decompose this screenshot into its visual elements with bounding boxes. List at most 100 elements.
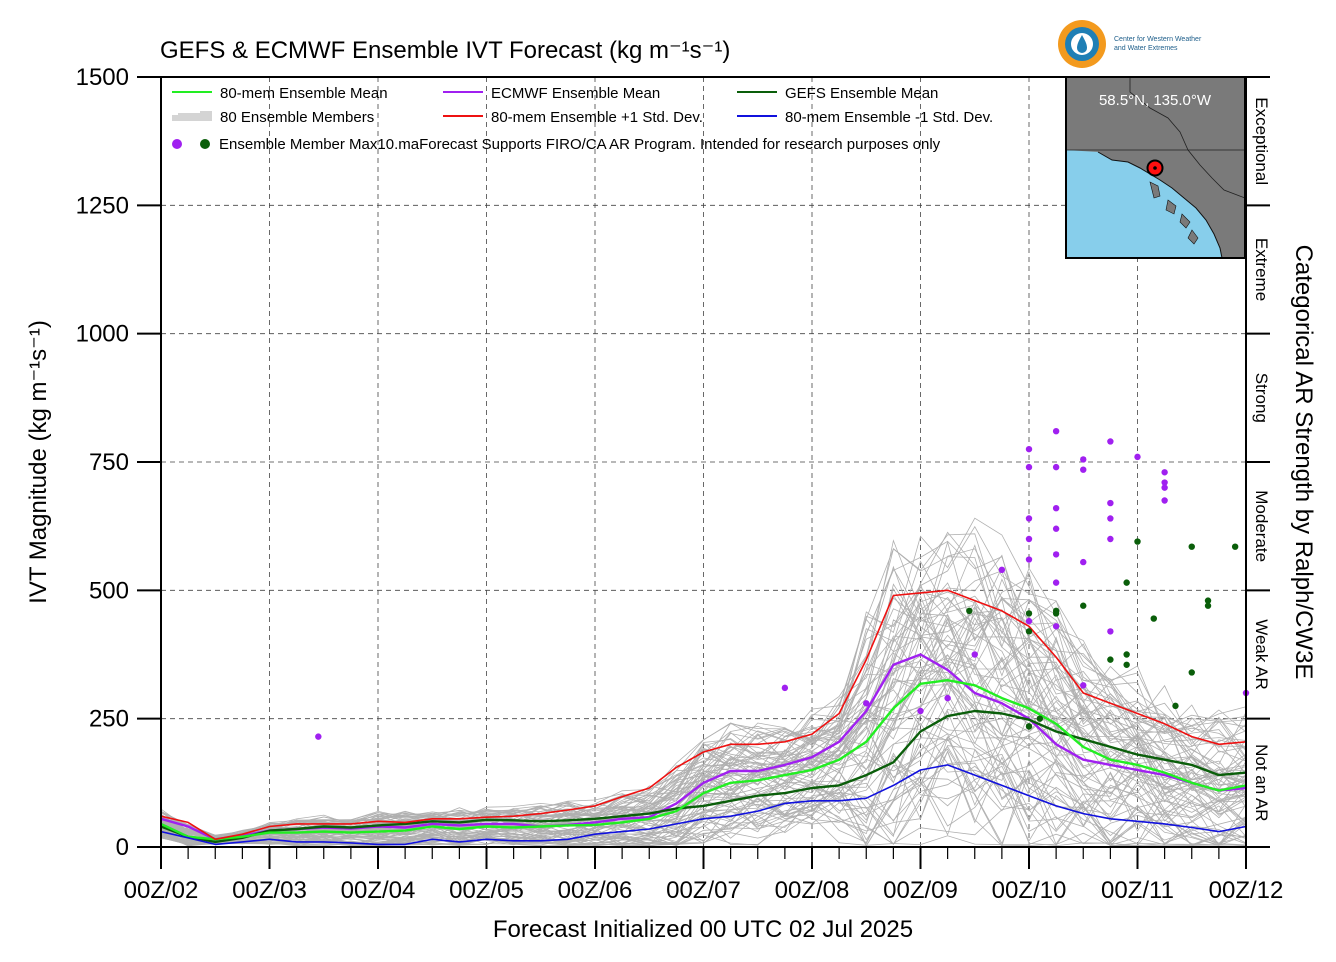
gefs-max-point xyxy=(1036,715,1044,722)
y-tick-label: 750 xyxy=(89,449,129,476)
category-label: Weak AR xyxy=(1252,619,1271,690)
ecmwf-max-point xyxy=(1052,505,1060,512)
ensemble-member-line xyxy=(160,771,1247,847)
ecmwf-max-point xyxy=(1080,466,1087,473)
gefs-max-point xyxy=(1123,579,1130,586)
gefs-max-point xyxy=(1150,615,1157,622)
map-frame xyxy=(1065,76,1246,259)
ensemble-member-line xyxy=(160,701,1247,846)
legend-label-minus-std: 80-mem Ensemble -1 Std. Dev. xyxy=(785,109,993,126)
series-lines xyxy=(160,589,1247,846)
ensemble-member-line xyxy=(160,613,1247,840)
ensemble-member-line xyxy=(160,724,1247,846)
logo-text-line2: and Water Extremes xyxy=(1114,45,1178,52)
category-label: Not an AR xyxy=(1252,744,1271,822)
x-tick-label: 00Z/08 xyxy=(775,877,850,904)
ecmwf-max-point xyxy=(1161,479,1168,486)
gefs-max-point xyxy=(1204,597,1212,604)
gefs-max-point xyxy=(1231,543,1239,550)
water-drop-icon xyxy=(1077,35,1087,53)
ensemble-member-line xyxy=(160,665,1247,840)
max-points xyxy=(315,428,1250,740)
right-axis-label: Categorical AR Strength by Ralph/CW3E xyxy=(1290,245,1317,680)
ensemble-member-line xyxy=(160,539,1247,838)
gefs-max-point xyxy=(966,607,973,615)
legend-label-ecmwf: ECMWF Ensemble Mean xyxy=(491,85,660,102)
y-tick-label: 0 xyxy=(116,834,129,861)
ensemble-member-line xyxy=(160,750,1247,847)
x-tick-label: 00Z/03 xyxy=(232,877,307,904)
ecmwf-max-point xyxy=(781,684,789,692)
ecmwf-max-point xyxy=(1025,617,1033,625)
y-tick-label: 1500 xyxy=(76,64,129,91)
gefs-max-point xyxy=(1204,602,1212,609)
gefs-max-point xyxy=(1025,723,1033,730)
location-inset-map: 58.5°N, 135.0°W xyxy=(1065,76,1246,259)
ecmwf-max-point xyxy=(1161,497,1168,504)
legend-swatch-members xyxy=(172,111,212,121)
x-axis: 00Z/02 00Z/03 00Z/04 00Z/05 00Z/06 00Z/07 00Z/… xyxy=(124,847,1284,904)
ensemble-member-line xyxy=(160,517,1247,836)
y-tick-label: 250 xyxy=(89,706,129,733)
ecmwf-max-point xyxy=(971,651,978,658)
ecmwf-max-point xyxy=(1134,453,1141,461)
ecmwf-max-point xyxy=(1107,499,1114,507)
gefs-max-point xyxy=(1172,702,1179,710)
legend-dot-gefs xyxy=(200,139,210,149)
ecmwf-max-point xyxy=(1161,469,1168,476)
ecmwf-max-point xyxy=(1161,484,1168,491)
ecmwf-max-point xyxy=(1080,558,1087,566)
map-border xyxy=(1066,77,1246,199)
x-tick-label: 00Z/09 xyxy=(883,877,958,904)
map-coastline xyxy=(1097,151,1223,259)
x-tick-label: 00Z/05 xyxy=(449,877,524,904)
legend: 80-mem Ensemble Mean ECMWF Ensemble Mean… xyxy=(172,85,993,153)
ensemble-member-line xyxy=(160,657,1247,840)
map-ocean xyxy=(1066,150,1222,258)
ecmwf-max-point xyxy=(998,566,1006,573)
legend-dot-ecmwf xyxy=(172,139,182,149)
legend-label-mean: 80-mem Ensemble Mean xyxy=(220,85,388,102)
gefs-max-point xyxy=(1052,610,1060,617)
x-tick-label: 00Z/07 xyxy=(666,877,741,904)
ecmwf-max-point xyxy=(1107,628,1114,635)
category-label: Extreme xyxy=(1252,238,1271,301)
x-tick-label: 00Z/12 xyxy=(1209,877,1284,904)
series-line xyxy=(160,764,1247,846)
legend-label-plus-std: 80-mem Ensemble +1 Std. Dev. xyxy=(491,109,703,126)
ecmwf-max-point xyxy=(1052,428,1060,435)
category-label: Strong xyxy=(1252,373,1271,423)
legend-label-gefs: GEFS Ensemble Mean xyxy=(785,85,938,102)
category-label: Moderate xyxy=(1252,490,1271,562)
ecmwf-max-point xyxy=(1052,463,1060,471)
ecmwf-max-point xyxy=(944,694,951,702)
y-tick-label: 500 xyxy=(89,577,129,604)
gefs-max-point xyxy=(1025,610,1033,617)
ecmwf-max-point xyxy=(1025,445,1033,453)
map-islands xyxy=(1149,181,1199,245)
ecmwf-max-point xyxy=(1107,438,1114,445)
y-axis: 0 250 500 750 1000 1250 1500 xyxy=(76,64,161,861)
series-line xyxy=(160,679,1247,841)
ecmwf-max-point xyxy=(1052,623,1060,630)
logo-text-line1: Center for Western Weather xyxy=(1114,36,1202,43)
legend-label-dots: Ensemble Member Max10.maForecast Support… xyxy=(219,136,941,153)
location-marker-center-icon xyxy=(1153,166,1157,170)
ensemble-member-line xyxy=(160,533,1247,837)
x-tick-label: 00Z/11 xyxy=(1101,877,1174,904)
ecmwf-max-point xyxy=(1080,456,1087,463)
ecmwf-max-point xyxy=(1107,535,1114,543)
cw3e-logo: Center for Western Weather and Water Ext… xyxy=(1058,20,1202,68)
x-tick-label: 00Z/10 xyxy=(992,877,1067,904)
ecmwf-max-point xyxy=(1052,579,1060,586)
ecmwf-max-point xyxy=(863,700,870,707)
x-axis-label: Forecast Initialized 00 UTC 02 Jul 2025 xyxy=(493,916,913,943)
ecmwf-max-point xyxy=(1025,515,1033,522)
ecmwf-max-point xyxy=(1052,551,1060,558)
gefs-max-point xyxy=(1123,651,1130,658)
chart-title: GEFS & ECMWF Ensemble IVT Forecast (kg m… xyxy=(160,37,730,64)
category-label: Exceptional xyxy=(1252,97,1271,185)
ecmwf-max-point xyxy=(1025,463,1033,471)
category-axis: Not an AR Weak AR Moderate Strong Extreme Exc… xyxy=(1246,76,1271,848)
